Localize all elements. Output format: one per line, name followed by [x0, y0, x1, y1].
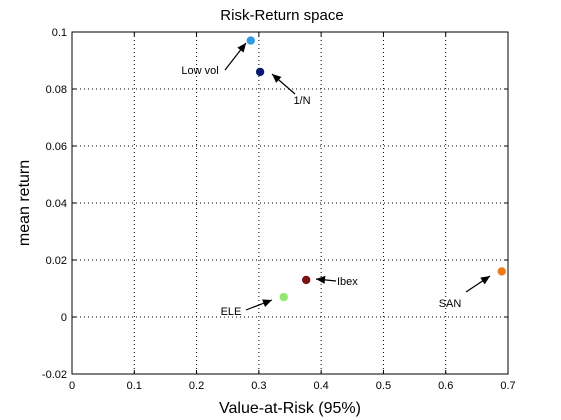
- x-tick-label: 0.6: [438, 380, 453, 392]
- point-label-ibex: Ibex: [337, 276, 358, 288]
- arrowhead-low-vol: [237, 43, 246, 53]
- chart-title: Risk-Return space: [220, 7, 343, 24]
- x-tick-label: 0.2: [189, 380, 204, 392]
- data-point-1-n: [255, 67, 265, 77]
- y-tick-label: 0.02: [46, 255, 67, 267]
- x-tick-label: 0.3: [251, 380, 266, 392]
- data-point-ibex: [301, 275, 311, 285]
- data-point-ele: [279, 292, 288, 302]
- data-point-low-vol: [246, 36, 255, 45]
- plot-frame: [71, 31, 509, 375]
- y-axis-title: mean return: [16, 160, 33, 246]
- y-tick-label: 0.08: [46, 84, 67, 96]
- y-tick-label: 0: [61, 312, 67, 324]
- arrowhead-ibex: [316, 275, 326, 284]
- x-tick-label: 0.4: [313, 380, 328, 392]
- x-axis-title: Value-at-Risk (95%): [219, 400, 361, 417]
- arrowhead-san: [480, 276, 490, 285]
- data-points: [246, 36, 506, 302]
- y-tick-label: 0.1: [52, 27, 67, 39]
- x-tick-label: 0.5: [376, 380, 391, 392]
- point-label-1-n: 1/N: [293, 95, 310, 107]
- x-tick-label: 0.7: [500, 380, 515, 392]
- annotations: Low vol 1/N Ibex ELE SAN: [181, 42, 491, 318]
- data-point-san: [497, 267, 506, 276]
- arrowhead-ele: [262, 299, 272, 307]
- point-label-ele: ELE: [221, 306, 242, 318]
- x-tick-label: 0.1: [127, 380, 142, 392]
- point-label-low-vol: Low vol: [181, 65, 218, 77]
- point-label-san: SAN: [439, 298, 462, 310]
- y-tick-label: 0.04: [46, 198, 67, 210]
- x-tick-label: 0: [69, 380, 75, 392]
- y-tick-label: -0.02: [42, 369, 67, 381]
- axis-ticks: 0 0.1 0.2 0.3 0.4 0.5 0.6 0.7-0.0200.020.040.06…: [42, 27, 516, 392]
- arrowhead-1-n: [272, 74, 282, 83]
- grid: [71, 31, 509, 375]
- y-tick-label: 0.06: [46, 141, 67, 153]
